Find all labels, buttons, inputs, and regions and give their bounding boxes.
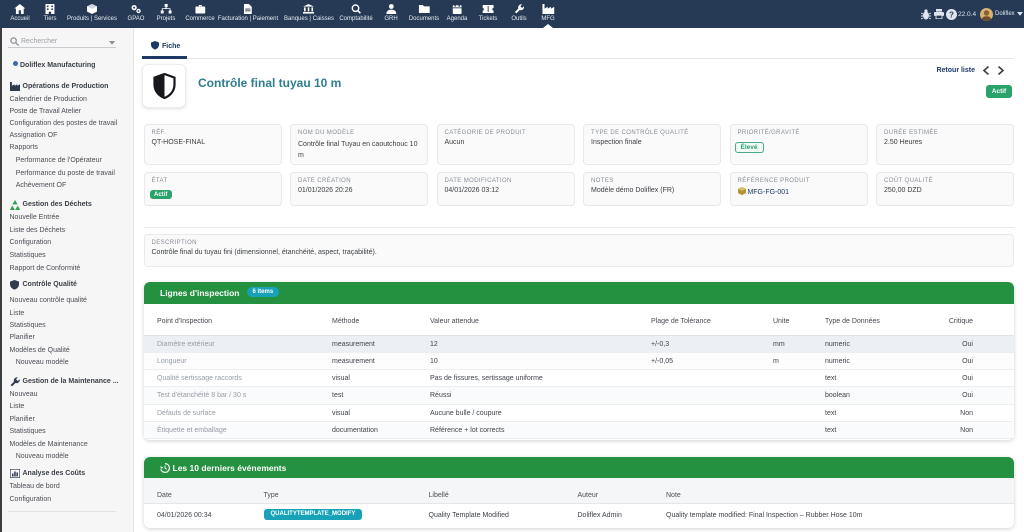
svg-text:?: ?	[949, 10, 954, 19]
